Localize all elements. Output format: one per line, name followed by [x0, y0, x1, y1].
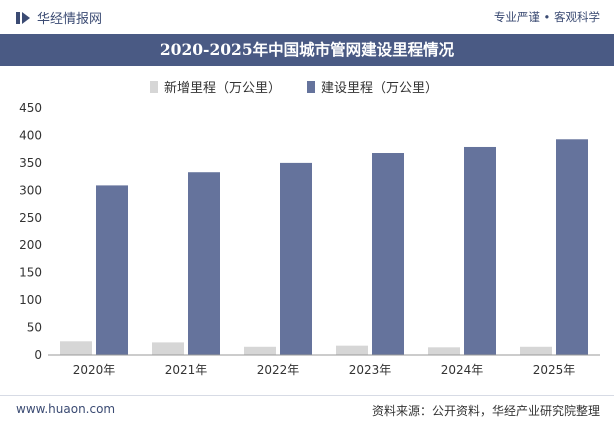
- y-tick-label: 350: [19, 156, 42, 170]
- y-tick-label: 100: [19, 293, 42, 307]
- footer-divider: [0, 395, 614, 396]
- y-tick-label: 50: [27, 321, 42, 335]
- bar-new: [244, 346, 276, 355]
- bar-built: [96, 185, 128, 355]
- bar-chart: 0 50 100 150 200 250 300 350 400 450 2020年 2021年 202…: [19, 101, 600, 377]
- legend-label-built: 建设里程（万公里）: [321, 81, 439, 96]
- y-tick-label: 0: [34, 348, 42, 362]
- y-tick-label: 200: [19, 238, 42, 252]
- x-tick-label: 2021年: [165, 363, 208, 377]
- bar-built: [556, 139, 588, 355]
- x-tick-label: 2020年: [73, 363, 116, 377]
- footer-source: 资料来源：公开资料，华经产业研究院整理: [371, 404, 600, 418]
- bar-new: [336, 345, 368, 355]
- bar-new: [152, 342, 184, 355]
- bar-built: [464, 146, 496, 355]
- legend-item-new: 新增里程（万公里）: [150, 77, 281, 96]
- legend-item-built: 建设里程（万公里）: [307, 77, 438, 96]
- x-tick-label: 2024年: [441, 363, 484, 377]
- brand-name: 华经情报网: [37, 12, 103, 27]
- y-tick-label: 250: [19, 211, 42, 225]
- top-bar: 华经情报网 专业严谨 • 客观科学: [0, 0, 614, 34]
- tagline: 专业严谨 • 客观科学: [493, 10, 600, 24]
- legend-label-new: 新增里程（万公里）: [164, 81, 282, 96]
- bar-new: [520, 346, 552, 355]
- chart-legend: 新增里程（万公里） 建设里程（万公里）: [150, 77, 464, 96]
- x-tick-label: 2023年: [349, 363, 392, 377]
- brand: 华经情报网: [16, 8, 102, 27]
- y-tick-label: 450: [19, 101, 42, 115]
- y-tick-label: 400: [19, 128, 42, 142]
- brand-logo-icon: [16, 11, 30, 24]
- legend-swatch-built: [307, 80, 316, 93]
- chart-title: 2020-2025年中国城市管网建设里程情况: [0, 34, 614, 66]
- y-tick-label: 150: [19, 266, 42, 280]
- bar-built: [372, 153, 404, 355]
- footer-website: www.huaon.com: [16, 402, 116, 416]
- legend-swatch-new: [150, 80, 158, 93]
- bar-new: [428, 347, 460, 355]
- bar-new: [60, 341, 92, 355]
- x-tick-label: 2022年: [257, 363, 300, 377]
- bar-built: [280, 162, 312, 355]
- bar-built: [188, 172, 220, 355]
- x-tick-label: 2025年: [533, 363, 576, 377]
- y-tick-label: 300: [19, 183, 42, 197]
